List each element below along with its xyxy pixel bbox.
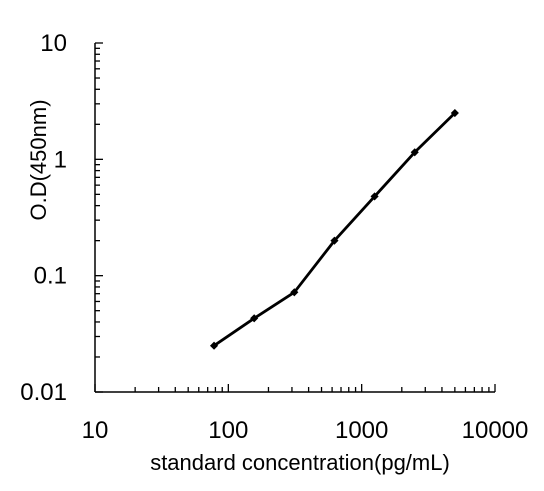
data-point	[290, 288, 299, 297]
y-tick-label: 0.1	[34, 263, 67, 290]
data-points	[209, 108, 459, 350]
data-point	[370, 192, 379, 201]
x-tick-label: 10000	[462, 417, 529, 444]
series-line	[212, 111, 457, 348]
y-tick-label: 10	[40, 30, 67, 57]
x-tick-label: 1000	[335, 417, 388, 444]
y-axis-ticks	[95, 42, 103, 393]
data-point	[410, 148, 419, 157]
y-axis-tick-labels: 0.01 0.1 1 10	[20, 30, 67, 406]
x-tick-label: 10	[82, 417, 109, 444]
data-point	[330, 236, 339, 245]
data-point	[250, 314, 259, 323]
y-tick-label: 1	[54, 146, 67, 173]
axes	[94, 43, 495, 393]
x-axis-tick-labels: 10 100 1000 10000	[82, 417, 529, 444]
y-tick-label: 0.01	[20, 379, 67, 406]
x-axis-title: standard concentration(pg/mL)	[150, 450, 450, 475]
data-point	[450, 108, 459, 118]
x-axis-ticks	[94, 384, 496, 392]
data-point	[209, 341, 219, 350]
x-tick-label: 100	[208, 417, 248, 444]
y-axis-title: O.D(450nm)	[26, 99, 51, 220]
